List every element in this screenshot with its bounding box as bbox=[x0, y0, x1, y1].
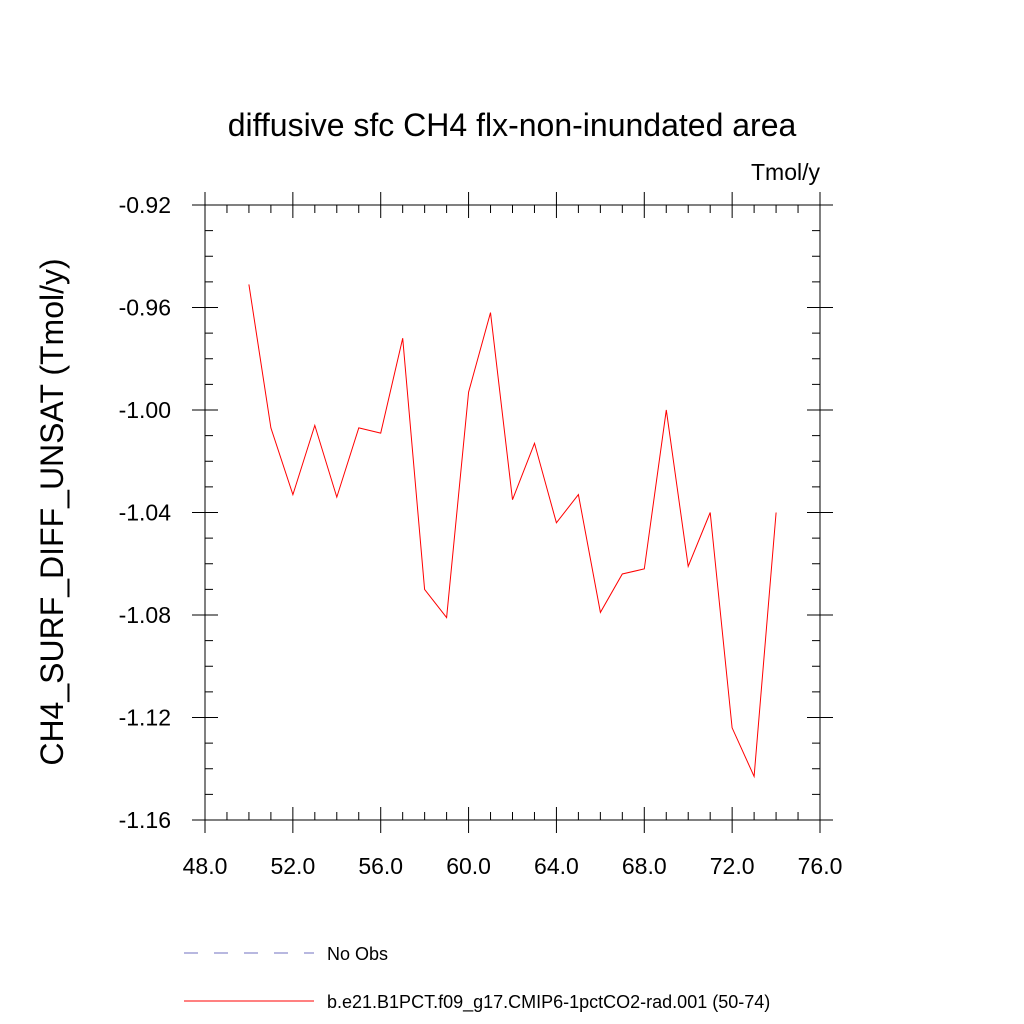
y-tick-label: -1.04 bbox=[119, 500, 172, 526]
legend-label: b.e21.B1PCT.f09_g17.CMIP6-1pctCO2-rad.00… bbox=[327, 992, 770, 1013]
x-tick-label: 68.0 bbox=[622, 853, 667, 879]
legend: No Obs b.e21.B1PCT.f09_g17.CMIP6-1pctCO2-… bbox=[184, 944, 770, 1013]
y-tick-label: -1.12 bbox=[119, 705, 171, 731]
series-layer bbox=[248, 284, 777, 779]
x-tick-label: 48.0 bbox=[183, 853, 228, 879]
x-tick-label: 76.0 bbox=[798, 853, 843, 879]
chart-title: diffusive sfc CH4 flx-non-inundated area bbox=[228, 107, 797, 143]
y-tick-label: -1.16 bbox=[119, 807, 171, 833]
y-tick-label: -1.08 bbox=[119, 602, 171, 628]
y-tick-label: -0.96 bbox=[119, 295, 171, 321]
series-line bbox=[248, 284, 777, 779]
plot-frame bbox=[204, 204, 821, 821]
y-tick-label: -1.00 bbox=[119, 397, 171, 423]
y-axis-label: CH4_SURF_DIFF_UNSAT (Tmol/y) bbox=[34, 258, 70, 765]
x-tick-label: 56.0 bbox=[358, 853, 403, 879]
axis-ticks bbox=[192, 192, 833, 833]
x-tick-label: 72.0 bbox=[710, 853, 755, 879]
tick-labels: 48.0 52.0 56.0 60.0 64.0 68.0 72.0 76.0 -1.16 -1.… bbox=[119, 192, 843, 879]
y-tick-label: -0.92 bbox=[119, 192, 171, 218]
units-label: Tmol/y bbox=[751, 159, 821, 185]
x-tick-label: 60.0 bbox=[446, 853, 491, 879]
legend-label: No Obs bbox=[327, 944, 388, 964]
x-tick-label: 52.0 bbox=[270, 853, 315, 879]
x-tick-label: 64.0 bbox=[534, 853, 579, 879]
